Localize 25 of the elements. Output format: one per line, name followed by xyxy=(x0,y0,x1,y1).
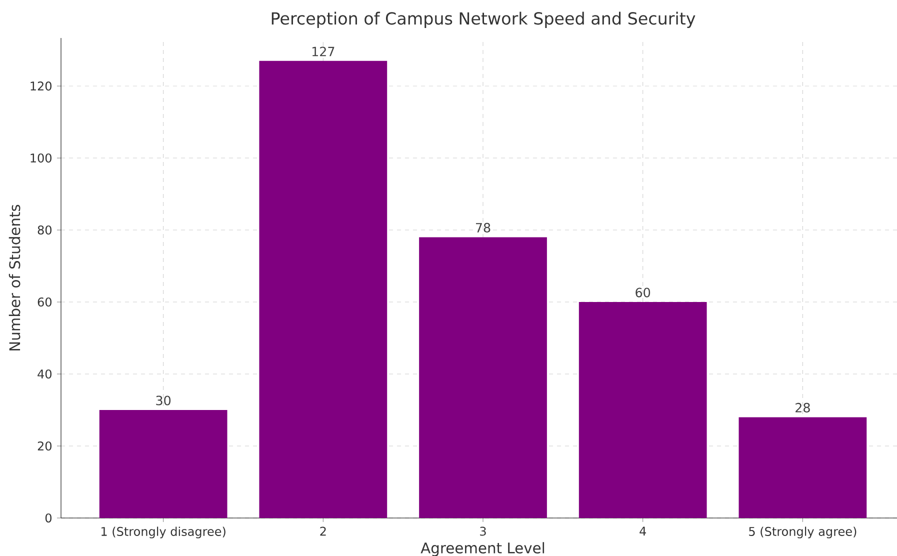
y-tick-label: 40 xyxy=(38,369,52,379)
data-label: 127 xyxy=(312,46,334,56)
data-label: 60 xyxy=(636,288,650,298)
x-tick-label: 4 xyxy=(640,526,646,536)
bar xyxy=(259,60,388,518)
y-tick-label: 0 xyxy=(45,513,52,523)
data-label: 28 xyxy=(796,402,810,412)
y-tick-label: 80 xyxy=(38,225,52,235)
bar xyxy=(738,417,867,518)
x-axis-title: Agreement Level xyxy=(420,542,544,556)
bar xyxy=(99,410,228,518)
data-label: 30 xyxy=(156,396,171,406)
y-tick-label: 100 xyxy=(30,153,52,163)
x-tick-label: 5 (Strongly agree) xyxy=(749,526,856,538)
y-tick-label: 60 xyxy=(38,297,52,307)
chart-title: Perception of Campus Network Speed and Security xyxy=(272,12,696,28)
x-tick-label: 2 xyxy=(320,526,326,536)
y-tick-label: 20 xyxy=(38,441,52,451)
data-label: 78 xyxy=(476,222,490,233)
x-tick-label: 1 (Strongly disagree) xyxy=(102,526,226,538)
y-tick-label: 120 xyxy=(30,82,52,91)
x-tick-label: 3 xyxy=(480,526,486,536)
bar xyxy=(419,237,547,518)
y-axis-title: Number of Students xyxy=(8,204,20,350)
bar xyxy=(578,302,707,518)
